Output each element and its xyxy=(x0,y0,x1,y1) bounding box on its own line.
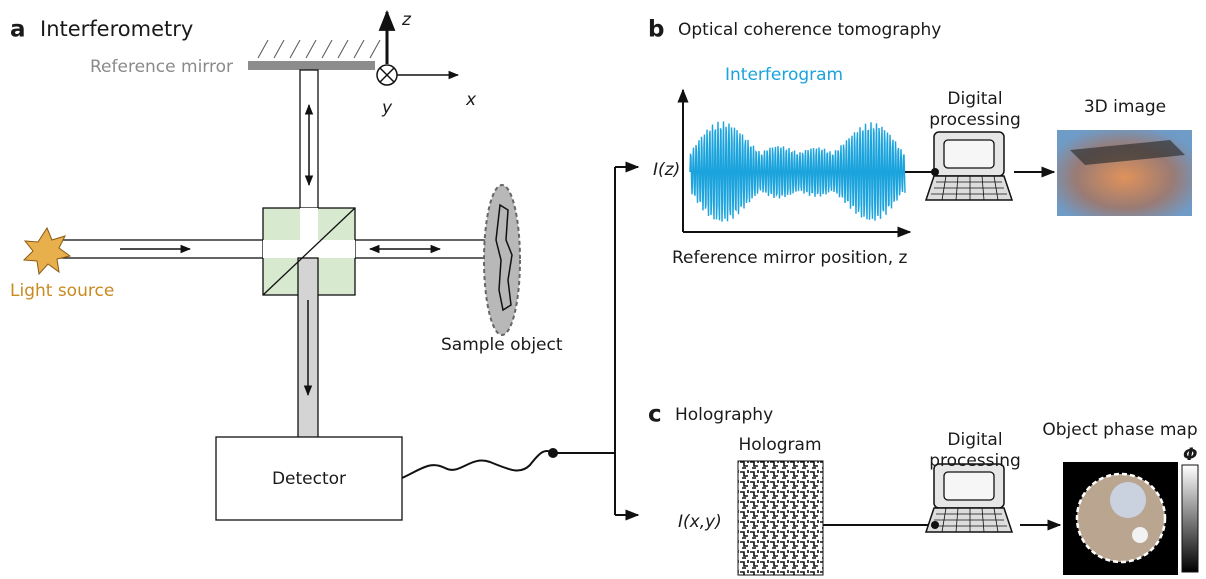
detector-label: Detector xyxy=(272,469,346,489)
connector-dot xyxy=(931,168,939,176)
diagram: a Interferometry Reference mirror z y x … xyxy=(0,0,1206,579)
x-label: Reference mirror position, z xyxy=(672,248,908,268)
axis-label: z xyxy=(401,10,412,30)
computer xyxy=(926,132,1012,200)
panel-letter: b xyxy=(648,17,664,43)
colorbar-label: Φ xyxy=(1183,445,1197,465)
sample xyxy=(484,185,520,335)
panel-title: Optical coherence tomography xyxy=(678,20,941,40)
panel-letter: c xyxy=(648,402,662,428)
y-label: I(x,y) xyxy=(678,512,722,532)
mirror-label: Reference mirror xyxy=(90,57,233,77)
plot-title: Interferogram xyxy=(725,65,843,85)
output-label: 3D image xyxy=(1084,97,1166,117)
colorbar xyxy=(1182,465,1198,572)
light-source-label: Light source xyxy=(10,281,114,301)
processing-label: Digital xyxy=(947,430,1002,450)
panel-letter: a xyxy=(10,17,26,43)
sample-label: Sample object xyxy=(441,335,563,355)
hologram-label: Hologram xyxy=(738,435,821,455)
interferogram xyxy=(690,121,905,221)
mirror xyxy=(248,40,380,70)
processing-label: processing xyxy=(929,451,1021,471)
light-source-icon xyxy=(24,228,70,274)
y-label: I(z) xyxy=(653,160,680,180)
computer xyxy=(926,464,1012,532)
processing-label: processing xyxy=(929,110,1021,130)
processing-label: Digital xyxy=(947,89,1002,109)
output-label: Object phase map xyxy=(1042,420,1197,440)
phase-map xyxy=(1063,462,1178,575)
panel-title: Interferometry xyxy=(40,17,193,41)
axis-label: y xyxy=(381,98,393,118)
axis-label: x xyxy=(465,90,477,110)
hologram xyxy=(738,461,823,575)
axes-icon xyxy=(377,12,458,85)
connector-dot xyxy=(931,521,939,529)
panel-title: Holography xyxy=(675,405,773,425)
beams xyxy=(40,70,485,438)
